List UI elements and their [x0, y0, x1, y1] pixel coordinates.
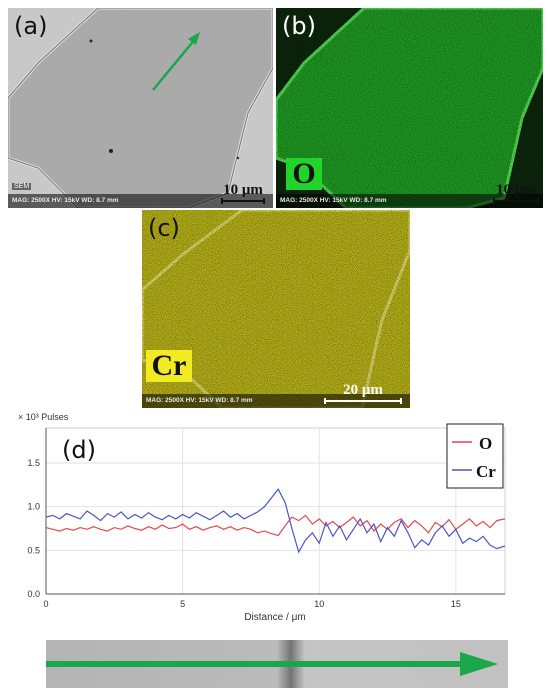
- sem-image: [8, 8, 273, 208]
- panel-c-label: (c): [148, 214, 180, 242]
- x-tick-label: 15: [451, 599, 461, 609]
- y-tick-label: 0.0: [27, 589, 40, 599]
- line-scan-strip: [46, 640, 508, 688]
- scan-arrow-line: [152, 37, 197, 91]
- chromium-map-panel: (c) Cr MAG: 2500X HV: 15kV WD: 8.7 mm 20…: [142, 210, 410, 408]
- series-line-O: [45, 514, 506, 537]
- plot-area: [45, 427, 506, 595]
- panel-c-scale-bar: 20 μm: [322, 382, 404, 406]
- legend-label-Cr: Cr: [476, 462, 496, 481]
- scan-arrow-head: [188, 32, 200, 45]
- panel-a-metadata: MAG: 2500X HV: 15kV WD: 8.7 mm: [8, 194, 273, 208]
- panel-b-scale-bar: 10 μm: [491, 182, 541, 206]
- panel-b-metadata: MAG: 2500X HV: 15kV WD: 8.7 mm: [276, 194, 543, 208]
- x-tick-label: 5: [180, 599, 185, 609]
- chart-series: [45, 488, 506, 554]
- panel-a-label: (a): [14, 12, 48, 40]
- legend-label-O: O: [479, 434, 492, 453]
- y-tick-label: 1.0: [27, 502, 40, 512]
- chart-legend: O Cr: [446, 423, 504, 489]
- sem-tag: SEM: [12, 183, 32, 190]
- x-tick-label: 0: [43, 599, 48, 609]
- x-axis-label: Distance / μm: [244, 612, 305, 623]
- chart-unit-label: × 10³ Pulses: [18, 412, 69, 422]
- chromium-element-tag: Cr: [146, 350, 192, 382]
- x-tick-label: 10: [314, 599, 324, 609]
- sem-image-panel: (a) SEM MAG: 2500X HV: 15kV WD: 8.7 mm 1…: [8, 8, 273, 208]
- line-scan-chart: × 10³ Pulses 0.0 0.5 1.0 1.5 0 5 10 15 Distance…: [18, 412, 506, 623]
- y-tick-label: 1.5: [27, 458, 40, 468]
- oxygen-element-tag: O: [286, 158, 322, 190]
- panel-d-label: (d): [62, 436, 96, 464]
- oxygen-map-panel: (b) O MAG: 2500X HV: 15kV WD: 8.7 mm 10 …: [276, 8, 543, 208]
- series-line-Cr: [45, 488, 506, 554]
- chart-axes: 0.0 0.5 1.0 1.5 0 5 10 15: [27, 428, 505, 609]
- chart-grid: [45, 427, 506, 595]
- panel-a-scale-bar: 10 μm: [219, 182, 267, 206]
- y-tick-label: 0.5: [27, 545, 40, 555]
- panel-b-label: (b): [282, 12, 316, 40]
- panel-c-metadata: MAG: 2500X HV: 15kV WD: 8.7 mm: [142, 394, 410, 408]
- line-scan-image: [46, 640, 508, 688]
- strip-arrow-head: [460, 652, 498, 676]
